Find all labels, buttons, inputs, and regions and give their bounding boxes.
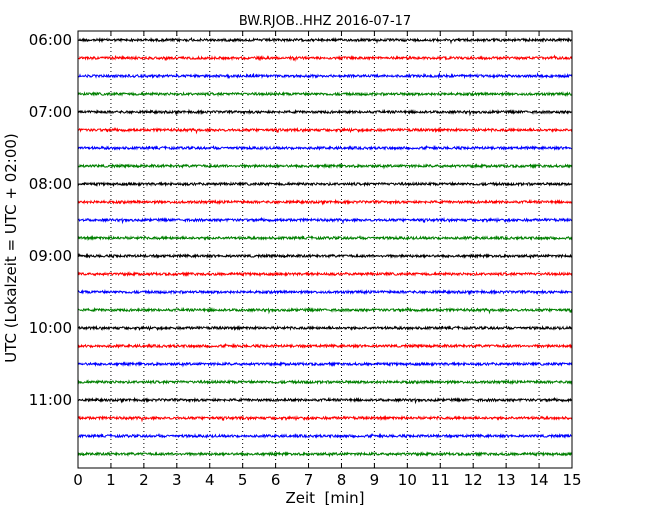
x-tick-label-1: 1 (106, 471, 116, 489)
x-tick-label-13: 13 (497, 471, 516, 489)
y-axis: 06:00 07:00 08:00 09:00 10:00 11:00 (29, 31, 572, 409)
grid-lines (110, 31, 540, 468)
x-tick-label-10: 10 (398, 471, 417, 489)
trace-row-1000 (77, 324, 573, 332)
trace-row-0915 (77, 271, 573, 278)
x-axis-label: Zeit [min] (285, 489, 364, 507)
y-tick-label-1: 07:00 (29, 103, 72, 121)
trace-row-0700 (77, 108, 573, 117)
trace-row-0630 (77, 71, 573, 80)
x-tick-label-11: 11 (431, 471, 450, 489)
trace-row-0900 (77, 252, 573, 260)
x-tick-label-5: 5 (238, 471, 248, 489)
plot-frame (77, 30, 573, 469)
trace-row-1130 (77, 432, 573, 439)
trace-row-0715 (77, 126, 573, 135)
trace-row-0815 (77, 198, 573, 206)
x-tick-label-15: 15 (562, 471, 581, 489)
y-tick-label-0: 06:00 (29, 31, 72, 49)
trace-row-0830 (77, 216, 573, 225)
x-tick-label-0: 0 (73, 471, 83, 489)
trace-row-0930 (77, 288, 573, 296)
trace-row-1045 (77, 379, 573, 386)
x-tick-label-12: 12 (464, 471, 483, 489)
x-tick-label-8: 8 (337, 471, 347, 489)
x-tick-label-14: 14 (530, 471, 549, 489)
chart-title: BW.RJOB..HHZ 2016-07-17 (239, 14, 411, 29)
trace-row-0730 (77, 144, 573, 151)
x-tick-label-4: 4 (205, 471, 215, 489)
y-tick-label-3: 09:00 (29, 247, 72, 265)
x-tick-label-3: 3 (172, 471, 182, 489)
x-tick-label-2: 2 (139, 471, 149, 489)
x-tick-label-9: 9 (370, 471, 380, 489)
trace-row-0645 (77, 91, 573, 98)
trace-row-0945 (77, 306, 573, 315)
y-tick-label-5: 11:00 (29, 391, 72, 409)
x-tick-label-6: 6 (271, 471, 281, 489)
trace-row-0845 (77, 234, 573, 242)
y-tick-label-4: 10:00 (29, 319, 72, 337)
trace-row-1145 (77, 451, 573, 458)
trace-row-1100 (77, 396, 573, 405)
x-tick-label-7: 7 (304, 471, 314, 489)
trace-row-1030 (77, 361, 573, 368)
trace-row-0745 (77, 163, 573, 170)
trace-row-0800 (77, 181, 573, 188)
trace-row-1015 (77, 342, 573, 349)
y-tick-label-2: 08:00 (29, 175, 72, 193)
trace-row-0600 (77, 36, 573, 45)
y-axis-label: UTC (Lokalzeit = UTC + 02:00) (2, 133, 20, 363)
trace-row-1115 (77, 414, 573, 423)
traces (77, 36, 573, 458)
x-axis: 0 1 2 3 4 5 6 7 8 9 10 11 12 13 14 15 (73, 31, 582, 489)
trace-row-0615 (77, 54, 573, 62)
